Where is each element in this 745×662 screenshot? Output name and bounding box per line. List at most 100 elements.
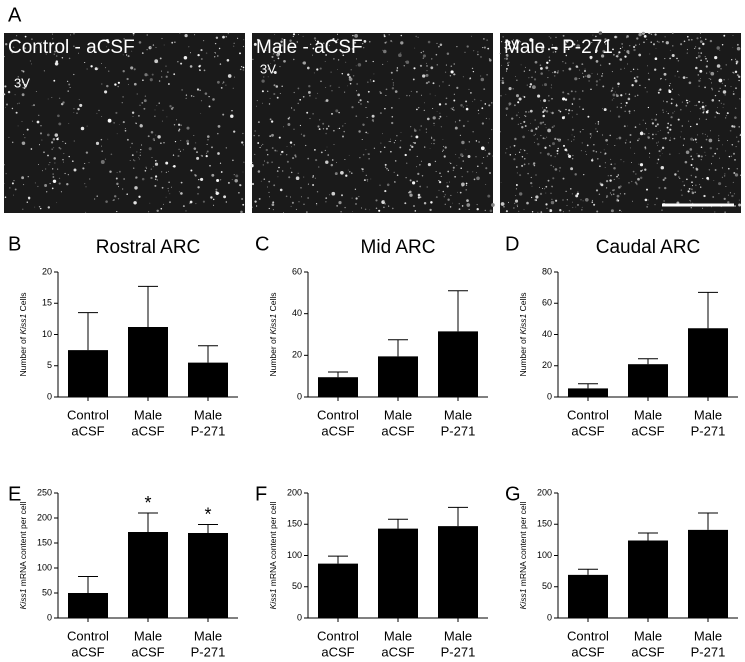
speckle [481, 162, 483, 164]
speckle [669, 57, 671, 60]
speckle [595, 60, 599, 63]
speckle [629, 133, 632, 137]
speckle [450, 70, 454, 74]
speckle [386, 167, 388, 170]
speckle [227, 74, 232, 78]
speckle [638, 53, 642, 57]
speckle [616, 175, 618, 178]
speckle [43, 70, 45, 72]
y-axis-label: Kiss1 mRNA content per cell [518, 502, 528, 610]
speckle [273, 184, 276, 187]
speckle [442, 190, 444, 193]
speckle [222, 81, 225, 83]
speckle [696, 37, 699, 40]
speckle [449, 162, 451, 164]
speckle [514, 137, 517, 141]
speckle [382, 63, 384, 65]
bar [378, 528, 418, 618]
speckle [617, 86, 619, 88]
speckle [623, 125, 626, 128]
speckle [266, 161, 269, 164]
speckle [282, 151, 284, 153]
speckle [231, 179, 233, 181]
speckle [200, 100, 203, 102]
speckle [684, 160, 688, 164]
y-tick-label: 200 [287, 487, 302, 497]
speckle [154, 59, 159, 64]
speckle [564, 62, 567, 64]
speckle [439, 43, 443, 47]
speckle [508, 105, 510, 107]
speckle [544, 137, 546, 140]
speckle [600, 54, 605, 58]
speckle [438, 85, 440, 87]
speckle [272, 53, 274, 55]
speckle [58, 97, 61, 99]
speckle [433, 124, 435, 126]
speckle [475, 140, 478, 142]
bar [188, 533, 228, 618]
speckle [690, 155, 692, 157]
speckle [68, 122, 70, 125]
speckle [565, 48, 567, 51]
speckle [545, 66, 549, 70]
speckle [711, 163, 712, 165]
speckle [54, 133, 59, 137]
speckle [405, 61, 406, 63]
speckle [432, 116, 436, 120]
speckle [123, 178, 125, 180]
speckle [73, 33, 75, 35]
speckle [521, 164, 524, 167]
speckle [613, 178, 615, 180]
speckle [417, 36, 419, 38]
speckle [432, 107, 434, 110]
speckle [276, 96, 279, 99]
speckle [447, 170, 450, 173]
speckle [691, 190, 693, 192]
speckle [416, 108, 418, 111]
speckle [610, 158, 612, 160]
speckle [738, 203, 742, 207]
speckle [438, 103, 442, 106]
speckle [285, 195, 288, 198]
speckle [706, 60, 708, 62]
speckle [336, 40, 338, 42]
speckle [535, 195, 539, 199]
speckle [575, 194, 579, 198]
speckle [696, 153, 698, 155]
speckle [699, 183, 701, 185]
speckle [107, 118, 112, 123]
speckle [297, 102, 299, 105]
speckle [443, 145, 444, 147]
speckle [142, 79, 144, 82]
speckle [656, 197, 658, 200]
speckle [429, 93, 431, 95]
bar [628, 364, 668, 397]
speckle [290, 171, 293, 174]
speckle [278, 136, 281, 139]
speckle [488, 152, 491, 155]
speckle [58, 122, 62, 126]
speckle [117, 81, 120, 84]
region-marker: 3V [504, 37, 520, 52]
speckle [230, 114, 234, 118]
speckle [454, 121, 456, 123]
speckle [384, 41, 387, 44]
speckle [173, 73, 176, 76]
speckle [736, 74, 739, 77]
speckle [606, 187, 608, 189]
speckle [405, 60, 410, 64]
speckle [43, 151, 45, 154]
speckle [24, 35, 27, 38]
speckle [649, 152, 651, 154]
speckle [205, 52, 208, 54]
x-tick-label: Control [67, 628, 109, 643]
speckle [316, 203, 318, 205]
speckle [635, 173, 637, 175]
y-axis-label: Number of Kiss1 Cells [18, 292, 28, 376]
speckle [255, 105, 257, 107]
speckle [347, 85, 349, 87]
speckle [100, 160, 105, 164]
x-tick-label: Control [317, 407, 359, 422]
speckle [393, 142, 395, 144]
